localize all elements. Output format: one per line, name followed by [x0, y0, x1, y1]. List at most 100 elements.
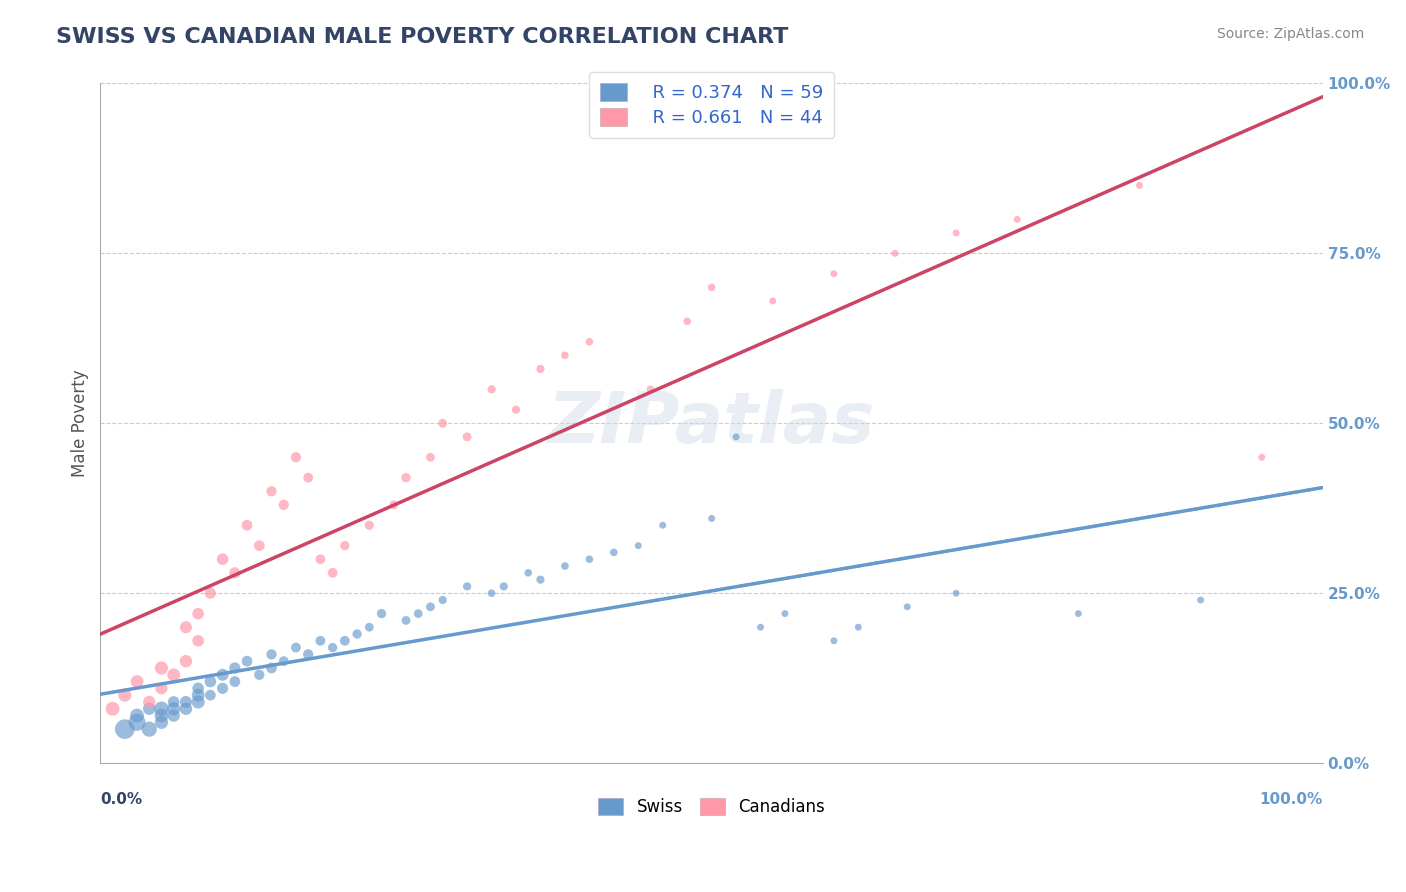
- Point: [481, 586, 503, 600]
- Point: [517, 566, 540, 580]
- Point: [554, 348, 576, 362]
- Text: 100.0%: 100.0%: [1260, 792, 1323, 807]
- Point: [640, 382, 662, 396]
- Point: [1189, 593, 1212, 607]
- Point: [309, 552, 332, 566]
- Point: [762, 293, 785, 308]
- Point: [150, 715, 173, 730]
- Point: [163, 667, 186, 681]
- Point: [114, 688, 136, 702]
- Point: [200, 674, 222, 689]
- Point: [138, 695, 160, 709]
- Point: [273, 498, 295, 512]
- Point: [456, 579, 478, 593]
- Point: [333, 539, 356, 553]
- Point: [187, 688, 209, 702]
- Point: [322, 566, 344, 580]
- Point: [627, 539, 650, 553]
- Text: Source: ZipAtlas.com: Source: ZipAtlas.com: [1216, 27, 1364, 41]
- Point: [456, 430, 478, 444]
- Point: [150, 708, 173, 723]
- Point: [346, 627, 368, 641]
- Point: [322, 640, 344, 655]
- Point: [187, 681, 209, 696]
- Point: [125, 708, 148, 723]
- Point: [211, 667, 233, 681]
- Point: [481, 382, 503, 396]
- Point: [150, 661, 173, 675]
- Point: [163, 695, 186, 709]
- Legend: Swiss, Canadians: Swiss, Canadians: [592, 791, 831, 822]
- Point: [884, 246, 907, 260]
- Point: [419, 599, 441, 614]
- Point: [200, 688, 222, 702]
- Point: [309, 633, 332, 648]
- Point: [725, 430, 748, 444]
- Point: [529, 573, 551, 587]
- Point: [224, 566, 246, 580]
- Point: [174, 654, 197, 668]
- Point: [138, 702, 160, 716]
- Point: [603, 545, 626, 559]
- Point: [150, 681, 173, 696]
- Point: [1067, 607, 1090, 621]
- Point: [359, 620, 381, 634]
- Point: [114, 722, 136, 736]
- Point: [247, 667, 270, 681]
- Point: [174, 702, 197, 716]
- Point: [382, 498, 405, 512]
- Point: [273, 654, 295, 668]
- Point: [284, 640, 307, 655]
- Point: [700, 511, 723, 525]
- Point: [200, 586, 222, 600]
- Y-axis label: Male Poverty: Male Poverty: [72, 369, 89, 477]
- Point: [395, 614, 418, 628]
- Point: [419, 450, 441, 465]
- Point: [174, 620, 197, 634]
- Point: [260, 648, 283, 662]
- Point: [406, 607, 429, 621]
- Point: [370, 607, 392, 621]
- Point: [138, 722, 160, 736]
- Point: [297, 470, 319, 484]
- Point: [150, 702, 173, 716]
- Point: [395, 470, 418, 484]
- Point: [260, 484, 283, 499]
- Point: [284, 450, 307, 465]
- Point: [187, 607, 209, 621]
- Point: [749, 620, 772, 634]
- Point: [578, 334, 600, 349]
- Point: [823, 267, 845, 281]
- Point: [211, 681, 233, 696]
- Point: [224, 661, 246, 675]
- Point: [773, 607, 796, 621]
- Point: [432, 593, 454, 607]
- Point: [945, 226, 967, 240]
- Point: [101, 702, 124, 716]
- Point: [676, 314, 699, 328]
- Point: [247, 539, 270, 553]
- Point: [432, 417, 454, 431]
- Point: [529, 362, 551, 376]
- Point: [187, 633, 209, 648]
- Point: [1250, 450, 1272, 465]
- Point: [125, 715, 148, 730]
- Point: [578, 552, 600, 566]
- Point: [554, 559, 576, 574]
- Point: [297, 648, 319, 662]
- Text: ZIPatlas: ZIPatlas: [548, 389, 876, 458]
- Point: [174, 695, 197, 709]
- Point: [505, 402, 527, 417]
- Point: [1007, 212, 1029, 227]
- Text: SWISS VS CANADIAN MALE POVERTY CORRELATION CHART: SWISS VS CANADIAN MALE POVERTY CORRELATI…: [56, 27, 789, 46]
- Point: [187, 695, 209, 709]
- Point: [236, 518, 259, 533]
- Point: [651, 518, 673, 533]
- Point: [236, 654, 259, 668]
- Point: [823, 633, 845, 648]
- Point: [700, 280, 723, 294]
- Point: [211, 552, 233, 566]
- Point: [945, 586, 967, 600]
- Point: [125, 674, 148, 689]
- Point: [896, 599, 918, 614]
